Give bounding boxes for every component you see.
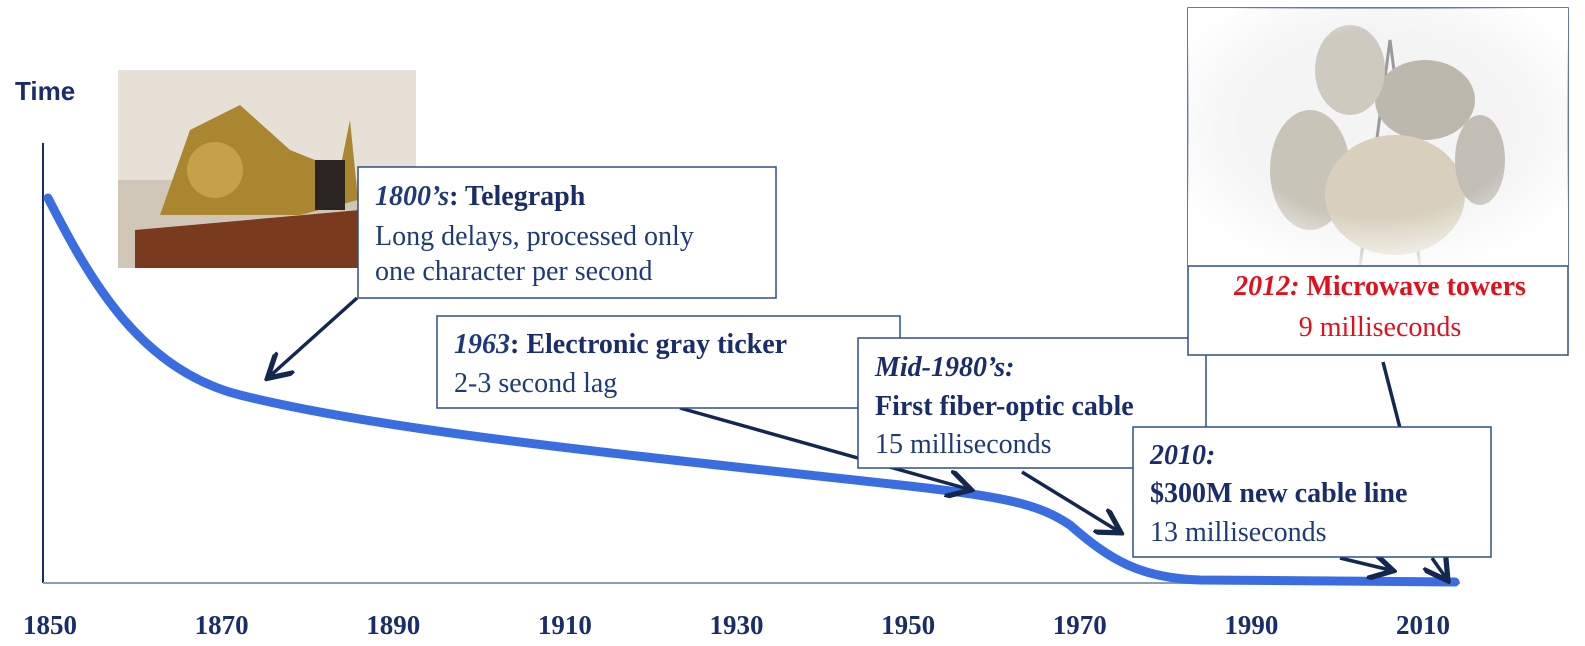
- x-tick-label: 1890: [366, 610, 420, 640]
- x-axis-labels: 1850 1870 1890 1910 1930 1950 1970 1990 2010: [23, 610, 1450, 640]
- callout-heading: 2012: Microwave towers: [1233, 271, 1526, 302]
- callout-line: Long delays, processed only: [375, 221, 694, 252]
- x-tick-label: 1870: [195, 610, 249, 640]
- arrow: [1383, 362, 1400, 428]
- era: 1963: [454, 329, 510, 360]
- title: $300M new cable line: [1150, 478, 1407, 509]
- y-axis-label: Time: [15, 76, 75, 106]
- callout-heading: 1800’s: Telegraph: [375, 181, 586, 212]
- era: 1800’s: [375, 181, 449, 212]
- arrow: [1432, 558, 1446, 578]
- arrow: [1340, 558, 1390, 570]
- x-tick-label: 1950: [881, 610, 935, 640]
- title: : Electronic gray ticker: [510, 329, 787, 360]
- x-tick-label: 1930: [710, 610, 764, 640]
- era: 2010:: [1149, 440, 1215, 471]
- callout-line: 2-3 second lag: [454, 368, 617, 399]
- x-tick-label: 2010: [1396, 610, 1450, 640]
- timeline-diagram: Time 1850 1870 1890 1910 1930 1950 1970 1990 201…: [0, 0, 1585, 646]
- callout-line: 15 milliseconds: [875, 429, 1052, 460]
- era: Mid-1980’s:: [874, 352, 1014, 383]
- x-tick-label: 1910: [538, 610, 592, 640]
- callout-heading: 1963: Electronic gray ticker: [454, 329, 787, 360]
- callout-line: 13 milliseconds: [1150, 517, 1327, 548]
- title: Microwave towers: [1299, 271, 1526, 302]
- callout-line: one character per second: [375, 256, 653, 287]
- callout-line: 9 milliseconds: [1299, 312, 1462, 343]
- title: First fiber-optic cable: [875, 391, 1134, 422]
- x-tick-label: 1850: [23, 610, 77, 640]
- microwave-image: [1188, 8, 1568, 266]
- era: 2012:: [1233, 271, 1299, 302]
- title: : Telegraph: [449, 181, 586, 212]
- x-tick-label: 1990: [1224, 610, 1278, 640]
- x-tick-label: 1970: [1053, 610, 1107, 640]
- arrow: [270, 298, 357, 376]
